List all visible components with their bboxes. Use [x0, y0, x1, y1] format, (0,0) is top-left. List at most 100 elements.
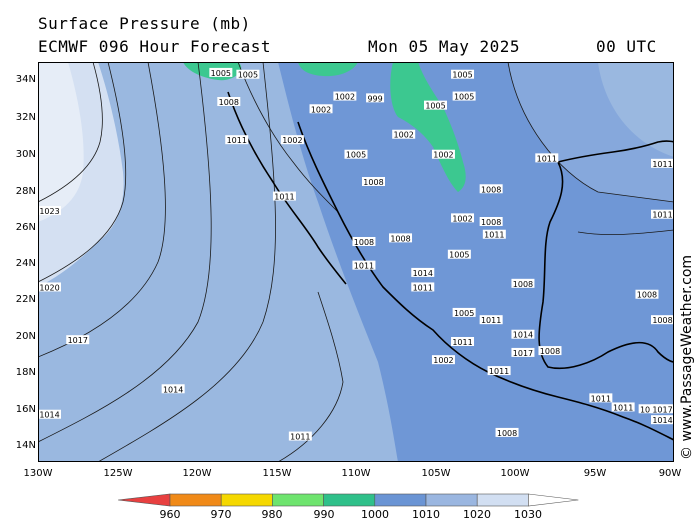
isobar-label-text: 1002 — [335, 93, 355, 102]
isobar-label-text: 1005 — [211, 69, 231, 78]
isobar-label-bg — [38, 206, 61, 216]
isobar-label-bg — [611, 402, 635, 412]
scale-segment — [374, 493, 427, 507]
isobar-label-text: 1005 — [454, 309, 474, 318]
isobar-label: 1002 — [309, 104, 333, 114]
isobar-label: 1017 — [511, 347, 535, 358]
isobar-label: 1002 — [431, 355, 455, 365]
isobar-label-bg — [651, 415, 674, 425]
isobar-label: 1014 — [161, 384, 185, 394]
lat-label: 16N — [15, 404, 36, 415]
isobar-label-bg — [482, 229, 506, 239]
isobar-label-text: 1014 — [640, 405, 660, 414]
isobar-label-text: 1008 — [354, 238, 374, 247]
isobar-label-text: 999 — [367, 94, 382, 103]
isobar-label-text: 1020 — [39, 283, 59, 292]
lon-label: 115W — [262, 468, 292, 479]
isobar-label-bg — [635, 289, 659, 299]
isobar-label-text: 1008 — [497, 429, 517, 438]
isobar-label: 1008 — [495, 427, 519, 438]
low-pressure-area — [390, 62, 466, 192]
isobar-label-text: 1011 — [452, 338, 472, 347]
isobar-label-text: 1008 — [390, 234, 410, 243]
isobar-label-text: 1011 — [652, 160, 672, 169]
isobar-label: 1011 — [479, 315, 503, 325]
isobar-line — [38, 62, 166, 358]
isobar-label-bg — [452, 91, 476, 101]
isobar-label-text: 1002 — [311, 105, 331, 114]
lon-label: 125W — [103, 468, 133, 479]
isobar-label: 1005 — [236, 69, 260, 80]
isobar-label: 1011 — [272, 191, 296, 202]
coastline-baja — [227, 91, 347, 285]
isobar-label-text: 1005 — [425, 102, 445, 111]
lat-label: 30N — [15, 149, 36, 160]
isobar-label-bg — [280, 135, 304, 145]
lon-label: 100W — [500, 468, 530, 479]
scale-label: 980 — [261, 508, 283, 521]
isobar-line — [237, 62, 339, 213]
isobar-label-text: 1014 — [652, 416, 672, 425]
isobar-label: 1008 — [635, 289, 659, 300]
isobar-label-text: 1008 — [513, 280, 533, 289]
lon-label: 95W — [583, 468, 607, 479]
scale-label: 1010 — [412, 508, 440, 521]
isobar-label-text: 1023 — [39, 207, 59, 216]
isobar-label-bg — [288, 431, 312, 441]
isobar-label: 1005 — [424, 100, 447, 111]
isobar-label: 1011 — [535, 153, 559, 163]
isobar-label-text: 1002 — [433, 356, 453, 365]
scale-segment — [169, 493, 222, 507]
isobar-label: 1014 — [651, 415, 674, 425]
isobar-line — [97, 62, 276, 462]
isobar-label: 1011 — [611, 402, 635, 412]
isobar-label-bg — [651, 404, 674, 414]
lon-label: 130W — [23, 468, 53, 479]
isobar-label: 1014 — [511, 329, 535, 340]
lon-label: 90W — [658, 468, 682, 479]
isobar-label-bg — [209, 67, 233, 77]
isobar-label: 1002 — [451, 213, 475, 223]
isobar-label-bg — [309, 104, 333, 114]
isobar-label-bg — [361, 177, 385, 186]
isobar-label-bg — [638, 404, 662, 414]
isobar-label-text: 1008 — [652, 316, 672, 325]
ocean-1015-band — [38, 62, 398, 462]
isobar-label: 1014 — [38, 409, 61, 420]
isobar-label-text: 1002 — [452, 214, 472, 223]
coastline-texas — [557, 140, 674, 163]
isobar-label: 1005 — [452, 91, 476, 102]
scale-segment — [528, 493, 579, 507]
isobar-label: 1011 — [651, 209, 674, 220]
isobar-label: 1008 — [352, 237, 376, 247]
isobar-label: 1002 — [392, 129, 416, 140]
isobar-label-bg — [447, 249, 471, 259]
isobar-label-text: 1008 — [481, 218, 501, 227]
isobar-label-bg — [487, 366, 511, 376]
isobar-label-bg — [389, 233, 413, 243]
isobar-label-text: 1014 — [39, 411, 59, 420]
isobar-label: 1020 — [38, 282, 61, 292]
isobar-label: 1014 — [638, 404, 662, 414]
lat-label: 22N — [15, 294, 36, 305]
lon-label: 105W — [421, 468, 451, 479]
scale-segment — [323, 493, 376, 507]
isobar-label: 1008 — [217, 97, 241, 107]
isobar-label: 1011 — [487, 366, 511, 376]
lat-label: 26N — [15, 222, 36, 233]
lat-label: 18N — [15, 367, 36, 378]
lon-label: 120W — [182, 468, 212, 479]
isobar-label-bg — [411, 267, 435, 277]
isobar-label-bg — [452, 307, 476, 317]
coastline-mainland — [297, 121, 674, 441]
isobar-label-text: 1011 — [489, 367, 509, 376]
lat-label: 28N — [15, 186, 36, 197]
scale-segment — [118, 493, 171, 507]
isobar-label-bg — [451, 69, 475, 79]
isobar-label-bg — [161, 384, 185, 394]
scale-segment — [425, 493, 478, 507]
isobar-label-bg — [511, 347, 535, 357]
scale-label: 970 — [210, 508, 232, 521]
low-pressure-area — [298, 62, 358, 77]
scale-label: 1000 — [361, 508, 389, 521]
